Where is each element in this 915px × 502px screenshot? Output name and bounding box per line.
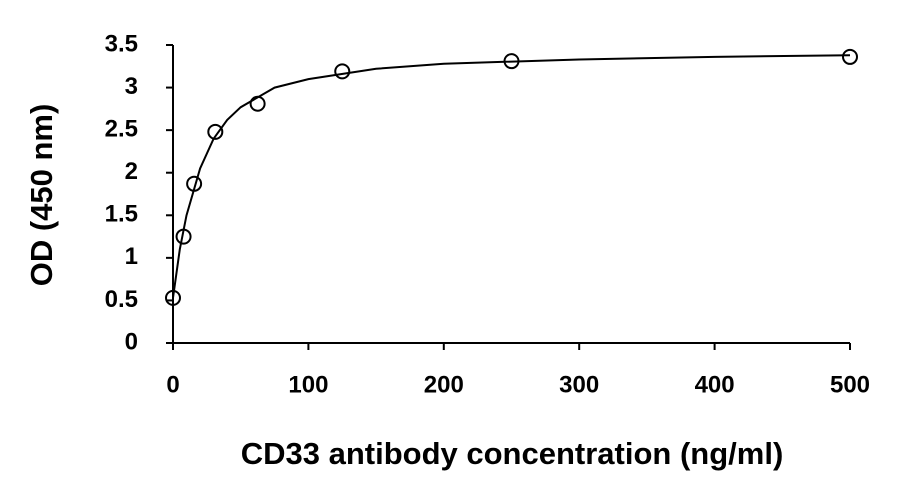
x-tick-label: 0	[166, 371, 179, 398]
data-point	[334, 63, 351, 80]
data-point	[249, 95, 266, 112]
y-tick-label: 1.5	[105, 201, 138, 228]
data-point	[842, 48, 858, 65]
x-tick-label: 300	[559, 371, 599, 398]
data-point	[207, 123, 224, 140]
data-point	[175, 228, 192, 245]
fit-curve	[172, 54, 851, 299]
y-tick-label: 2	[125, 158, 138, 185]
x-tick-label: 200	[424, 371, 464, 398]
y-tick-label: 1	[125, 243, 138, 270]
y-tick-label: 3	[125, 73, 138, 100]
y-axis-title: OD (450 nm)	[24, 104, 59, 287]
x-tick-label: 100	[288, 371, 328, 398]
data-point	[165, 289, 181, 306]
data-point	[503, 53, 520, 70]
x-tick-label: 500	[830, 371, 870, 398]
y-tick-label: 0.5	[105, 286, 138, 313]
y-tick-label: 2.5	[105, 115, 138, 142]
x-axis-title: CD33 antibody concentration (ng/ml)	[241, 436, 784, 471]
x-tick-label: 400	[695, 371, 735, 398]
y-tick-label: 0	[125, 328, 138, 355]
data-point	[186, 175, 203, 192]
y-tick-label: 3.5	[105, 30, 138, 57]
